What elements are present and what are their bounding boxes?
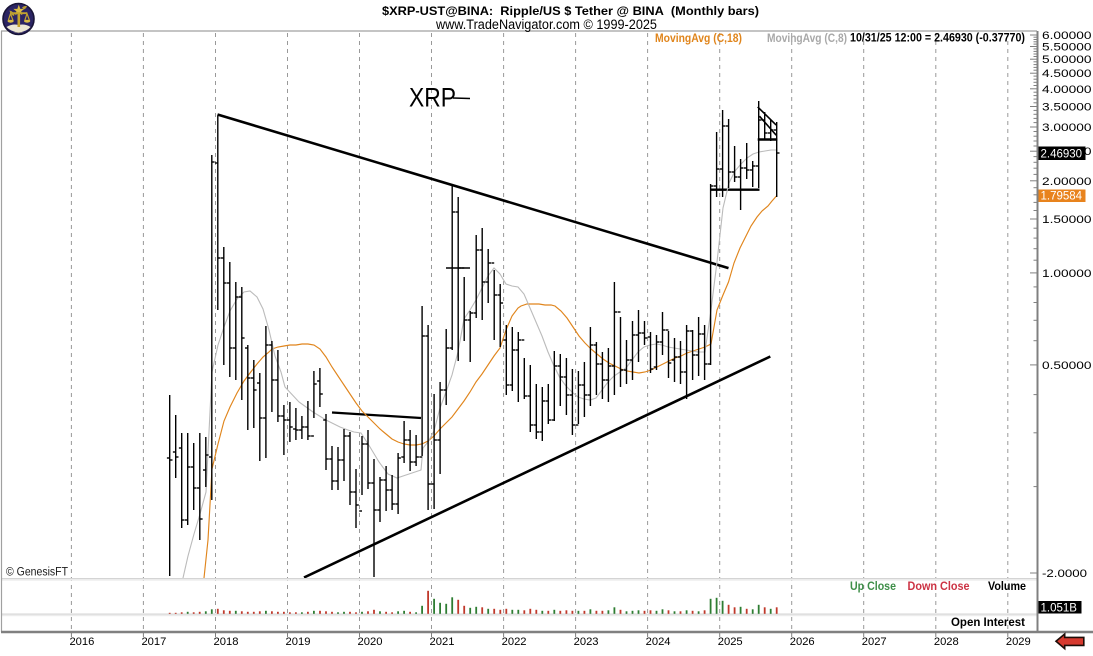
svg-text:© GenesisFT: © GenesisFT — [6, 567, 68, 579]
svg-text:2026: 2026 — [790, 636, 815, 648]
svg-text:Open Interest: Open Interest — [951, 615, 1025, 629]
svg-text:www.TradeNavigator.com © 1999-: www.TradeNavigator.com © 1999-2025 — [435, 17, 657, 32]
svg-text:2027: 2027 — [862, 636, 887, 648]
svg-text:2029: 2029 — [1006, 636, 1031, 648]
svg-text:6.00000: 6.00000 — [1042, 30, 1092, 42]
svg-text:10/31/25 12:00 = 2.46930 (-0.3: 10/31/25 12:00 = 2.46930 (-0.37770) — [850, 31, 1025, 45]
svg-text:5.50000: 5.50000 — [1042, 42, 1092, 54]
svg-text:4.00000: 4.00000 — [1042, 84, 1092, 96]
svg-text:MovingAvg (C,18): MovingAvg (C,18) — [655, 31, 742, 45]
svg-text:3.50000: 3.50000 — [1042, 102, 1092, 114]
svg-text:2025: 2025 — [718, 636, 743, 648]
svg-text:2023: 2023 — [574, 636, 599, 648]
svg-text:1.051B: 1.051B — [1041, 602, 1078, 614]
svg-text:Down Close: Down Close — [908, 579, 970, 593]
svg-text:3.00000: 3.00000 — [1042, 122, 1092, 134]
svg-text:-2.0000: -2.0000 — [1042, 568, 1087, 580]
svg-text:2018: 2018 — [214, 636, 239, 648]
svg-text:2.46930: 2.46930 — [1041, 148, 1083, 160]
svg-text:2016: 2016 — [69, 636, 94, 648]
svg-text:XRP: XRP — [409, 83, 456, 113]
svg-text:MovingAvg (C,8): MovingAvg (C,8) — [767, 31, 847, 45]
svg-text:5.00000: 5.00000 — [1042, 54, 1092, 66]
svg-text:Up Close: Up Close — [850, 579, 896, 593]
svg-text:2022: 2022 — [502, 636, 527, 648]
svg-text:0.50000: 0.50000 — [1042, 360, 1092, 372]
svg-text:1.00000: 1.00000 — [1042, 268, 1092, 280]
svg-text:1.79584: 1.79584 — [1041, 191, 1083, 203]
svg-text:2021: 2021 — [430, 636, 455, 648]
svg-text:2017: 2017 — [141, 636, 166, 648]
svg-text:2019: 2019 — [286, 636, 311, 648]
svg-text:Volume: Volume — [988, 579, 1026, 593]
svg-text:2020: 2020 — [358, 636, 383, 648]
svg-text:$XRP-UST@BINA: Ripple/US $ Te: $XRP-UST@BINA: Ripple/US $ Tether @ BINA… — [382, 4, 759, 18]
svg-text:2028: 2028 — [934, 636, 959, 648]
svg-text:2024: 2024 — [646, 636, 671, 648]
svg-text:1.50000: 1.50000 — [1042, 214, 1092, 226]
svg-text:2.00000: 2.00000 — [1042, 176, 1092, 188]
svg-text:4.50000: 4.50000 — [1042, 68, 1092, 80]
